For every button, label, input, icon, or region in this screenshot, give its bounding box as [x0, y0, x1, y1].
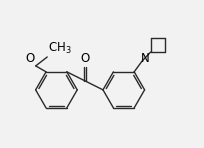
Text: N: N	[141, 52, 150, 65]
Text: CH$_3$: CH$_3$	[48, 41, 72, 56]
Text: O: O	[80, 52, 90, 65]
Text: O: O	[26, 52, 35, 65]
